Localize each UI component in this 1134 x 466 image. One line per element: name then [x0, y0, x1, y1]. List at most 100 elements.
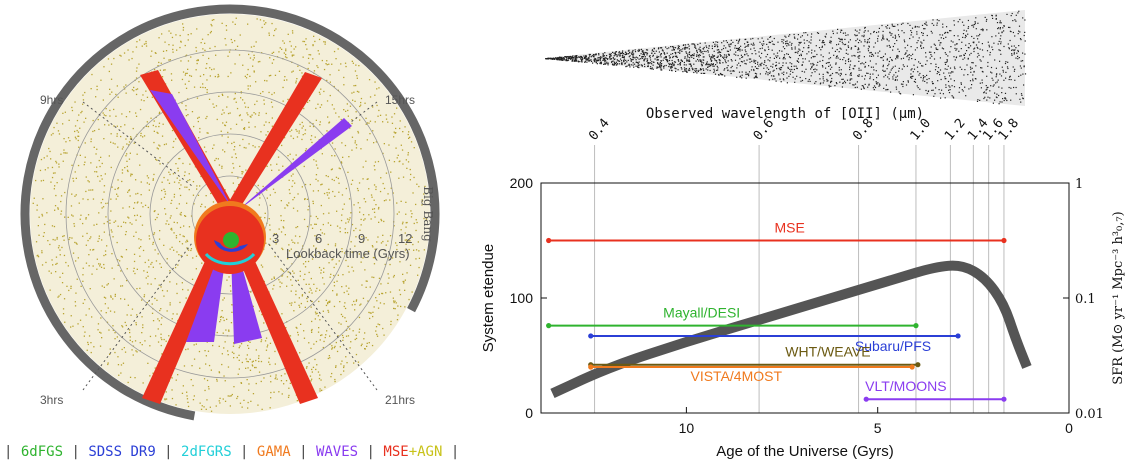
galaxy-dot [92, 189, 94, 191]
galaxy-dot [89, 249, 91, 251]
galaxy-dot [78, 135, 80, 137]
galaxy-dot [293, 54, 295, 56]
web-dot [791, 68, 793, 71]
web-dot [741, 77, 743, 79]
galaxy-dot [239, 402, 242, 404]
galaxy-dot [292, 173, 294, 175]
web-dot [808, 47, 810, 49]
galaxy-dot [190, 33, 192, 35]
galaxy-dot [116, 336, 118, 338]
web-dot [992, 79, 994, 81]
galaxy-dot [359, 207, 361, 209]
web-dot [949, 51, 951, 53]
galaxy-dot [100, 79, 102, 81]
web-dot [965, 95, 967, 97]
galaxy-dot [146, 121, 148, 123]
galaxy-dot [76, 119, 79, 122]
galaxy-dot [138, 247, 140, 249]
galaxy-dot [417, 274, 419, 276]
web-dot [725, 40, 727, 42]
galaxy-dot [60, 200, 62, 203]
galaxy-dot [36, 209, 38, 211]
web-dot [1000, 75, 1003, 77]
web-dot [835, 63, 837, 65]
legend-entry-suffix: +AGN [408, 444, 443, 460]
galaxy-dot [356, 90, 359, 93]
galaxy-dot [171, 199, 173, 202]
galaxy-dot [269, 407, 271, 409]
galaxy-dot [44, 169, 46, 171]
web-dot [920, 76, 922, 79]
galaxy-dot [159, 263, 161, 265]
galaxy-dot [323, 340, 325, 343]
web-dot [907, 44, 909, 46]
web-dot [986, 88, 988, 90]
galaxy-dot [278, 51, 280, 53]
web-dot [906, 50, 908, 52]
galaxy-dot [286, 285, 288, 287]
web-dot [925, 89, 927, 92]
galaxy-dot [376, 241, 378, 243]
web-dot [635, 61, 637, 63]
web-dot [873, 89, 875, 91]
web-dot [727, 65, 729, 67]
web-dot [767, 46, 769, 48]
galaxy-dot [125, 324, 127, 327]
web-dot [716, 49, 718, 51]
galaxy-dot [193, 203, 195, 205]
web-dot [944, 97, 946, 99]
galaxy-dot [265, 112, 267, 115]
web-dot [953, 20, 955, 22]
web-dot [849, 74, 851, 76]
galaxy-dot [152, 372, 154, 374]
galaxy-dot [201, 203, 203, 205]
galaxy-dot [157, 65, 159, 67]
web-dot [675, 52, 677, 54]
galaxy-dot [310, 289, 312, 291]
galaxy-dot [98, 263, 100, 265]
galaxy-dot [317, 50, 319, 52]
web-dot [737, 54, 739, 57]
web-dot [1007, 43, 1009, 45]
galaxy-dot [349, 328, 351, 330]
web-dot [868, 46, 870, 48]
galaxy-dot [324, 386, 326, 388]
galaxy-dot [140, 239, 142, 241]
galaxy-dot [303, 40, 306, 43]
galaxy-dot [92, 265, 94, 267]
web-dot [724, 75, 726, 77]
web-dot [773, 43, 775, 46]
galaxy-dot [328, 355, 330, 357]
web-dot [992, 49, 994, 51]
galaxy-dot [207, 350, 210, 352]
web-dot [840, 39, 842, 41]
web-dot [558, 58, 560, 60]
galaxy-dot [397, 314, 399, 316]
galaxy-dot [121, 256, 123, 258]
galaxy-dot [155, 158, 157, 161]
galaxy-dot [310, 306, 312, 308]
web-dot [868, 83, 870, 85]
web-dot [647, 62, 649, 64]
galaxy-dot [255, 366, 257, 369]
galaxy-dot [398, 177, 400, 179]
galaxy-dot [136, 153, 138, 155]
galaxy-dot [295, 226, 297, 229]
web-dot [772, 78, 774, 80]
web-dot [1012, 66, 1014, 68]
galaxy-dot [246, 73, 249, 76]
web-dot [623, 60, 625, 63]
web-dot [661, 49, 663, 51]
galaxy-dot [338, 182, 340, 184]
web-dot [748, 71, 751, 73]
galaxy-dot [117, 96, 119, 98]
galaxy-dot [114, 338, 116, 340]
galaxy-dot [117, 364, 120, 366]
web-dot [810, 57, 812, 59]
web-dot [822, 76, 824, 78]
galaxy-dot [158, 320, 160, 322]
galaxy-dot [157, 148, 159, 150]
web-dot [822, 42, 824, 44]
web-dot [855, 40, 857, 42]
web-dot [589, 59, 591, 61]
